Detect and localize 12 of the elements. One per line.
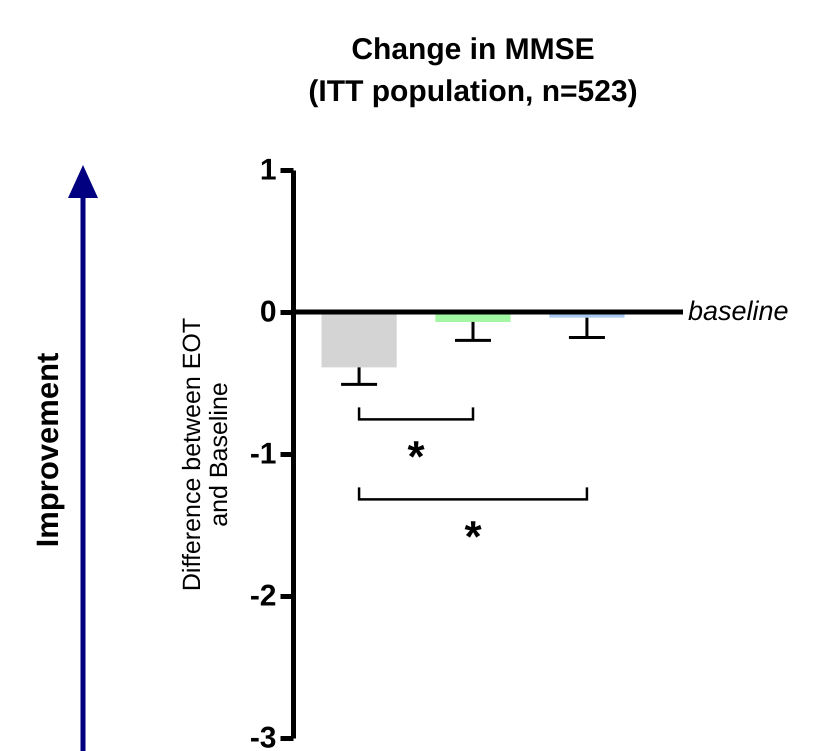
annotation: * — [407, 432, 426, 482]
y-tick-label: -1 — [250, 438, 276, 470]
y-tick-label: -2 — [250, 580, 276, 612]
annotation: * — [464, 512, 482, 562]
y-tick-label: 0 — [260, 296, 276, 328]
chart-title: Change in MMSE — [351, 33, 595, 66]
y-axis-title: Difference between EOT and Baseline — [178, 318, 233, 592]
chart-subtitle: (ITT population, n=523) — [308, 75, 638, 108]
ref-line-label: baseline — [688, 296, 789, 326]
text: Improvement — [30, 352, 65, 548]
y-tick-label: 1 — [260, 154, 276, 186]
y-tick-label: -3 — [250, 722, 276, 751]
